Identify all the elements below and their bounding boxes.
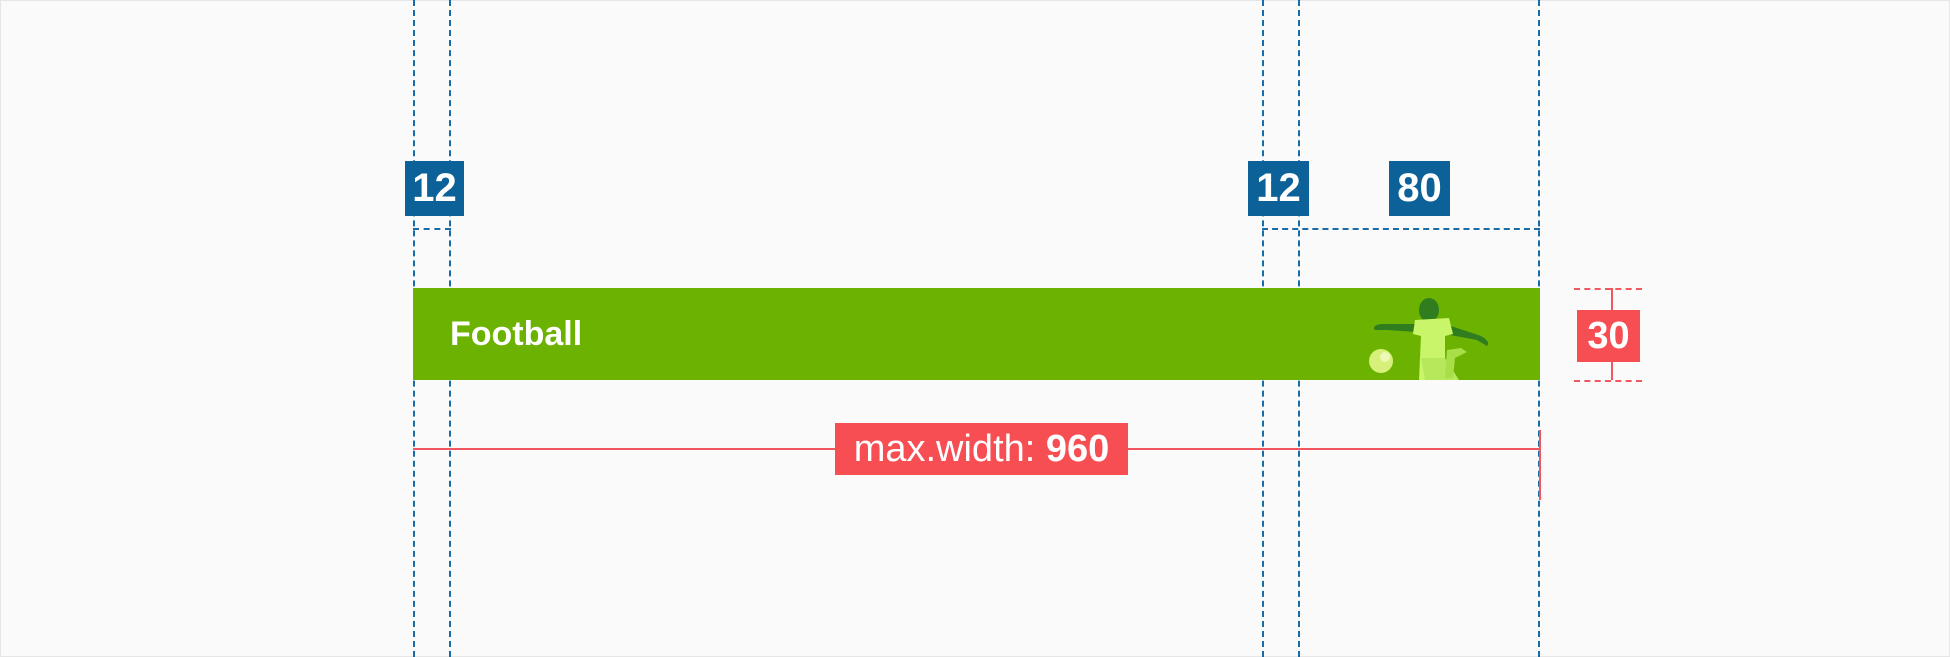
- height-measure-top-stem: [1611, 288, 1613, 310]
- max-width-text: max.width:: [853, 428, 1036, 470]
- height-measure-bottom-stem: [1611, 362, 1613, 380]
- right-gap-badge: 12: [1248, 161, 1309, 216]
- max-width-end-tick: [1539, 430, 1541, 500]
- guide-right-span: [1262, 228, 1540, 230]
- guide-left-padding-span: [413, 228, 451, 230]
- banner-height-badge: 30: [1577, 310, 1640, 362]
- banner-title: Football: [450, 315, 583, 353]
- height-guide-top: [1574, 288, 1642, 290]
- max-width-value: 960: [1045, 428, 1110, 470]
- image-width-badge: 80: [1389, 161, 1450, 216]
- category-banner[interactable]: Football: [413, 288, 1540, 380]
- football-player-icon: [1369, 298, 1489, 380]
- max-width-label: max.width: 960: [835, 423, 1128, 475]
- height-guide-bottom: [1574, 380, 1642, 382]
- left-padding-badge: 12: [405, 161, 464, 216]
